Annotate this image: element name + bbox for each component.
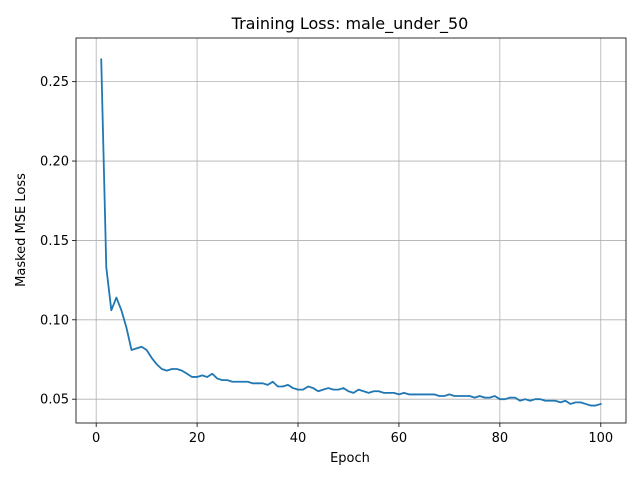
x-tick-label: 40 [290,431,307,446]
loss-series-line [100,58,602,407]
y-tick-label: 0.05 [40,393,69,408]
series-group [100,58,602,407]
x-tick-label: 20 [189,431,206,446]
y-tick-label: 0.25 [40,75,69,90]
x-tick-label: 60 [391,431,408,446]
y-axis-label: Masked MSE Loss [14,173,29,287]
chart-title: Training Loss: male_under_50 [231,14,469,34]
y-tick-label: 0.15 [40,234,69,249]
x-tick-label: 0 [92,431,100,446]
axis-ticks: 0 20 40 60 80 100 0.05 0.10 0.15 0.20 0.25 [40,75,613,446]
x-tick-label: 100 [588,431,613,446]
grid-lines [76,38,626,423]
y-tick-label: 0.10 [40,313,69,328]
x-axis-label: Epoch [330,451,370,466]
x-tick-label: 80 [492,431,509,446]
plot-frame [75,37,627,424]
y-tick-label: 0.20 [40,155,69,170]
